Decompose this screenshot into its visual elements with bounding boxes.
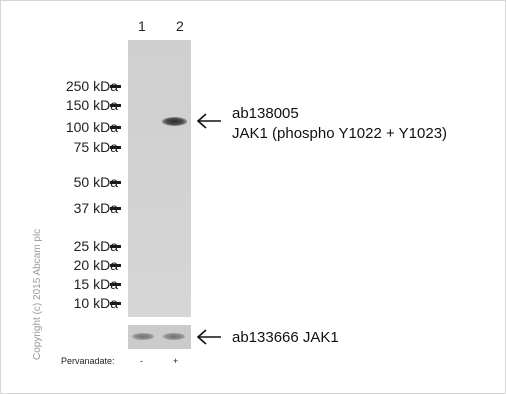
lane-number-2: 2 xyxy=(176,18,184,34)
pervanadate-label: Pervanadate: xyxy=(61,356,115,366)
copyright-text: Copyright (c) 2015 Abcam plc xyxy=(32,228,43,360)
loading-control-label: ab133666 JAK1 xyxy=(232,329,339,346)
marker-tick-50 xyxy=(110,181,121,184)
marker-label-50: 50 kDa xyxy=(73,174,118,190)
marker-label-10: 10 kDa xyxy=(73,295,118,311)
marker-tick-20 xyxy=(110,264,121,267)
marker-tick-150 xyxy=(110,104,121,107)
lane-number-1: 1 xyxy=(138,18,146,34)
marker-tick-25 xyxy=(110,245,121,248)
marker-tick-250 xyxy=(110,85,121,88)
arrow-left-icon xyxy=(196,113,221,129)
marker-label-37: 37 kDa xyxy=(73,200,118,216)
primary-antibody-target: JAK1 (phospho Y1022 + Y1023) xyxy=(232,125,448,142)
marker-tick-15 xyxy=(110,283,121,286)
marker-tick-75 xyxy=(110,146,121,149)
western-blot-main-panel xyxy=(128,40,191,317)
total-jak1-band-lane-2 xyxy=(163,333,185,340)
marker-tick-37 xyxy=(110,207,121,210)
marker-label-150: 150 kDa xyxy=(65,97,118,113)
pervanadate-lane-2: + xyxy=(173,356,179,366)
total-jak1-band-lane-1 xyxy=(132,333,154,340)
marker-label-100: 100 kDa xyxy=(65,119,118,135)
arrow-left-icon xyxy=(196,329,221,345)
marker-label-25: 25 kDa xyxy=(73,238,118,254)
pervanadate-lane-1: - xyxy=(140,356,143,366)
marker-label-15: 15 kDa xyxy=(73,276,118,292)
marker-label-250: 250 kDa xyxy=(65,78,118,94)
primary-antibody-catalog: ab138005 xyxy=(232,105,299,122)
marker-label-75: 75 kDa xyxy=(73,139,118,155)
marker-tick-10 xyxy=(110,302,121,305)
phospho-jak1-band xyxy=(162,117,187,126)
marker-tick-100 xyxy=(110,126,121,129)
marker-label-20: 20 kDa xyxy=(73,257,118,273)
